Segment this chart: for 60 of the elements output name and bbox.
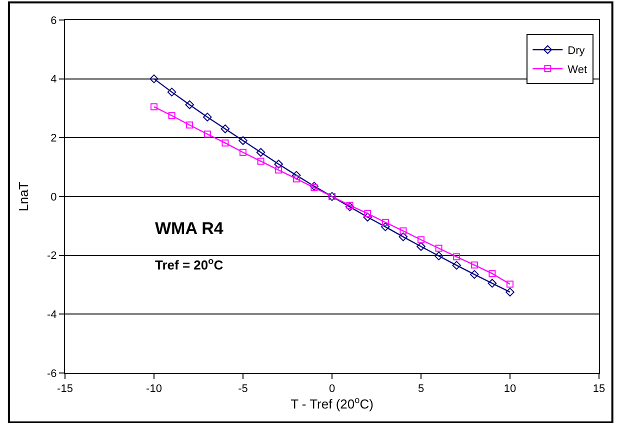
- point: [186, 122, 194, 129]
- point: [506, 280, 514, 288]
- y-tick-label: 0: [50, 191, 57, 204]
- point: [470, 270, 479, 279]
- x-axis-title: T - Tref (20$^{o}$C): [290, 395, 374, 412]
- legend-label: Wet: [568, 64, 588, 76]
- point: [240, 148, 246, 156]
- y-tick-label: 6: [50, 14, 57, 27]
- y-tick-label: 2: [50, 132, 57, 145]
- point: [470, 262, 478, 269]
- annotation: Tref = 20$^{o}$C: [155, 256, 224, 272]
- point: [398, 232, 408, 242]
- x-tick-label: -5: [238, 383, 248, 396]
- point: [434, 252, 444, 260]
- y-tick-label: -2: [47, 250, 57, 262]
- y-tick-label: -4: [47, 309, 57, 322]
- point: [452, 260, 461, 270]
- point: [257, 158, 264, 165]
- point: [488, 270, 496, 278]
- point: [345, 202, 354, 212]
- x-tick-label: -15: [57, 383, 73, 396]
- point: [418, 236, 424, 244]
- point: [400, 227, 407, 234]
- y-tick-label: -6: [47, 368, 57, 380]
- x-tick-label: 0: [328, 383, 336, 396]
- x-tick-label: 5: [418, 383, 424, 396]
- point: [203, 112, 212, 122]
- x-tick-label: 15: [592, 383, 606, 396]
- point: [416, 242, 426, 251]
- y-axis-title: LnaT: [16, 182, 31, 212]
- x-tick-label: 10: [504, 383, 516, 396]
- point: [256, 148, 266, 157]
- point: [506, 288, 514, 296]
- point: [168, 112, 176, 120]
- point: [346, 202, 354, 209]
- legend-label: Dry: [568, 44, 586, 57]
- point: [382, 218, 389, 226]
- point: [292, 175, 300, 182]
- point: [167, 88, 176, 96]
- y-tick-label: 4: [50, 74, 57, 86]
- point: [204, 130, 211, 138]
- point: [275, 166, 282, 174]
- point: [435, 244, 442, 252]
- point: [310, 184, 318, 192]
- point: [222, 139, 229, 146]
- point: [488, 278, 497, 288]
- point: [238, 136, 248, 146]
- point: [453, 253, 460, 260]
- point: [364, 210, 372, 218]
- point: [310, 182, 319, 191]
- point: [150, 103, 158, 110]
- point: [220, 124, 230, 134]
- point: [381, 222, 390, 232]
- point: [292, 170, 301, 180]
- x-tick-label: -10: [146, 383, 162, 396]
- point: [150, 74, 158, 84]
- annotation: WMA R4: [155, 219, 224, 238]
- point: [185, 100, 194, 110]
- point: [274, 160, 283, 169]
- point: [363, 212, 372, 222]
